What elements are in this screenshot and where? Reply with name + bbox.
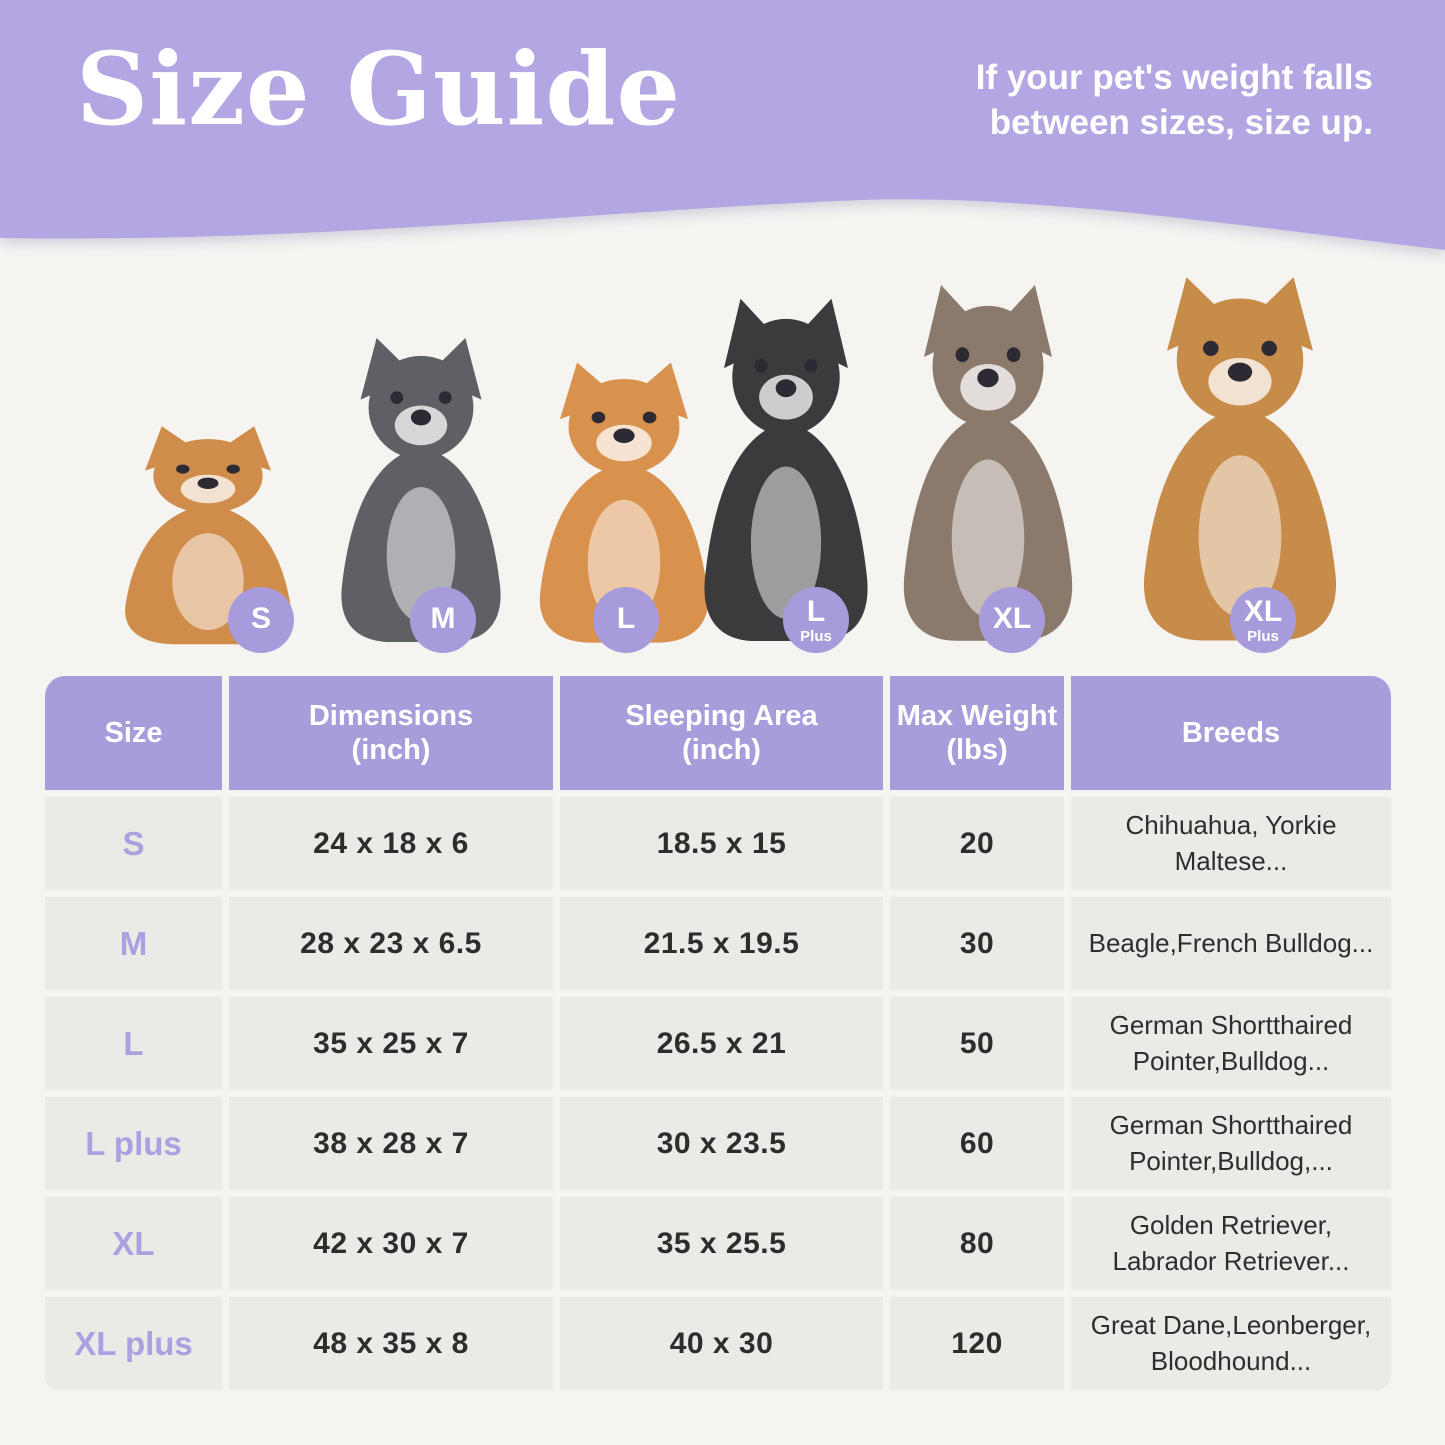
table-cell-max-weight: 120: [890, 1297, 1064, 1390]
size-badge-label: XL: [992, 602, 1032, 635]
column-header-dimensions: Dimensions (inch): [229, 676, 553, 790]
table-cell-max-weight: 80: [890, 1197, 1064, 1290]
table-cell-size: L plus: [45, 1097, 222, 1190]
table-cell-max-weight: 50: [890, 997, 1064, 1090]
header-note-line2: between sizes, size up.: [989, 102, 1373, 142]
table-cell-size: XL: [45, 1197, 222, 1290]
table-cell-dimensions: 35 x 25 x 7: [229, 997, 553, 1090]
table-cell-max-weight: 30: [890, 897, 1064, 990]
size-badge-l-plus: L Plus: [783, 587, 849, 653]
pomeranian-dog-illustration: [82, 422, 334, 650]
column-header-breeds: Breeds: [1071, 676, 1391, 790]
size-badge-label: S: [250, 602, 271, 635]
column-header-sleeping-area: Sleeping Area (inch): [560, 676, 883, 790]
table-cell-breeds: Golden Retriever, Labrador Retriever...: [1071, 1197, 1391, 1290]
australian-shepherd-dog-illustration: [860, 278, 1116, 650]
table-cell-size: XL plus: [45, 1297, 222, 1390]
column-header-max-weight: Max Weight (lbs): [890, 676, 1064, 790]
table-cell-size: M: [45, 897, 222, 990]
table-cell-breeds: German Shortthaired Pointer,Bulldog,...: [1071, 1097, 1391, 1190]
table-cell-breeds: Chihuahua, Yorkie Maltese...: [1071, 797, 1391, 890]
size-badge-xl: XL: [979, 587, 1045, 653]
table-cell-breeds: Beagle,French Bulldog...: [1071, 897, 1391, 990]
size-table: Size Dimensions (inch) Sleeping Area (inch…: [45, 676, 1391, 1390]
table-cell-size: L: [45, 997, 222, 1090]
size-badge-s: S: [228, 587, 294, 653]
table-cell-dimensions: 42 x 30 x 7: [229, 1197, 553, 1290]
size-badge-l: L: [593, 587, 659, 653]
table-cell-max-weight: 60: [890, 1097, 1064, 1190]
table-cell-breeds: Great Dane,Leonberger, Bloodhound...: [1071, 1297, 1391, 1390]
table-cell-dimensions: 24 x 18 x 6: [229, 797, 553, 890]
size-badge-label: M: [430, 602, 456, 635]
table-cell-sleeping-area: 40 x 30: [560, 1297, 883, 1390]
size-badge-label: XL: [1243, 594, 1283, 628]
table-cell-max-weight: 20: [890, 797, 1064, 890]
column-header-size: Size: [45, 676, 222, 790]
table-cell-dimensions: 28 x 23 x 6.5: [229, 897, 553, 990]
header-note-line1: If your pet's weight falls: [975, 58, 1373, 97]
size-badge-xl-plus: XL Plus: [1230, 587, 1296, 653]
table-cell-breeds: German Shortthaired Pointer,Bulldog...: [1071, 997, 1391, 1090]
table-cell-sleeping-area: 18.5 x 15: [560, 797, 883, 890]
table-cell-dimensions: 48 x 35 x 8: [229, 1297, 553, 1390]
size-badge-label: L: [616, 602, 636, 635]
golden-retriever-dog-illustration: [1094, 270, 1386, 650]
table-cell-sleeping-area: 21.5 x 19.5: [560, 897, 883, 990]
size-badge-m: M: [410, 587, 476, 653]
header-note: If your pet's weight falls between sizes…: [976, 56, 1373, 146]
header-wave-background: [0, 0, 1445, 250]
table-cell-sleeping-area: 35 x 25.5: [560, 1197, 883, 1290]
table-cell-sleeping-area: 26.5 x 21: [560, 997, 883, 1090]
size-badge-label: L: [806, 594, 826, 628]
table-cell-size: S: [45, 797, 222, 890]
table-cell-dimensions: 38 x 28 x 7: [229, 1097, 553, 1190]
page-title: Size Guide: [76, 30, 682, 148]
table-cell-sleeping-area: 30 x 23.5: [560, 1097, 883, 1190]
